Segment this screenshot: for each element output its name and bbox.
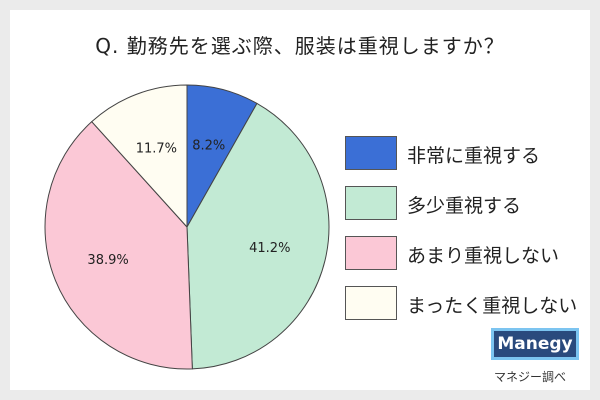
legend-swatch: [345, 186, 397, 220]
manegy-logo: Manegy: [491, 328, 579, 360]
legend-swatch: [345, 136, 397, 170]
pie-label-not-important-at-all: 11.7%: [136, 141, 177, 156]
legend-label: 非常に重視する: [407, 145, 541, 167]
legend-swatch: [345, 286, 397, 320]
legend-label: 多少重視する: [407, 195, 522, 217]
chart-title: Q. 勤務先を選ぶ際、服装は重視しますか？: [95, 34, 505, 58]
source-note: マネジー調べ: [494, 370, 567, 384]
pie-label-not-very-important: 38.9%: [87, 253, 128, 268]
pie-slice-not-important-at-all: [91, 84, 188, 229]
legend-swatch: [345, 236, 397, 270]
legend-label: まったく重視しない: [407, 295, 578, 317]
pie-label-very-important: 8.2%: [192, 139, 225, 154]
pie-label-somewhat-important: 41.2%: [249, 241, 290, 256]
legend-label: あまり重視しない: [407, 245, 560, 267]
pie-slice-not-very-important: [44, 120, 193, 370]
pie-slice-somewhat-important: [186, 102, 330, 370]
